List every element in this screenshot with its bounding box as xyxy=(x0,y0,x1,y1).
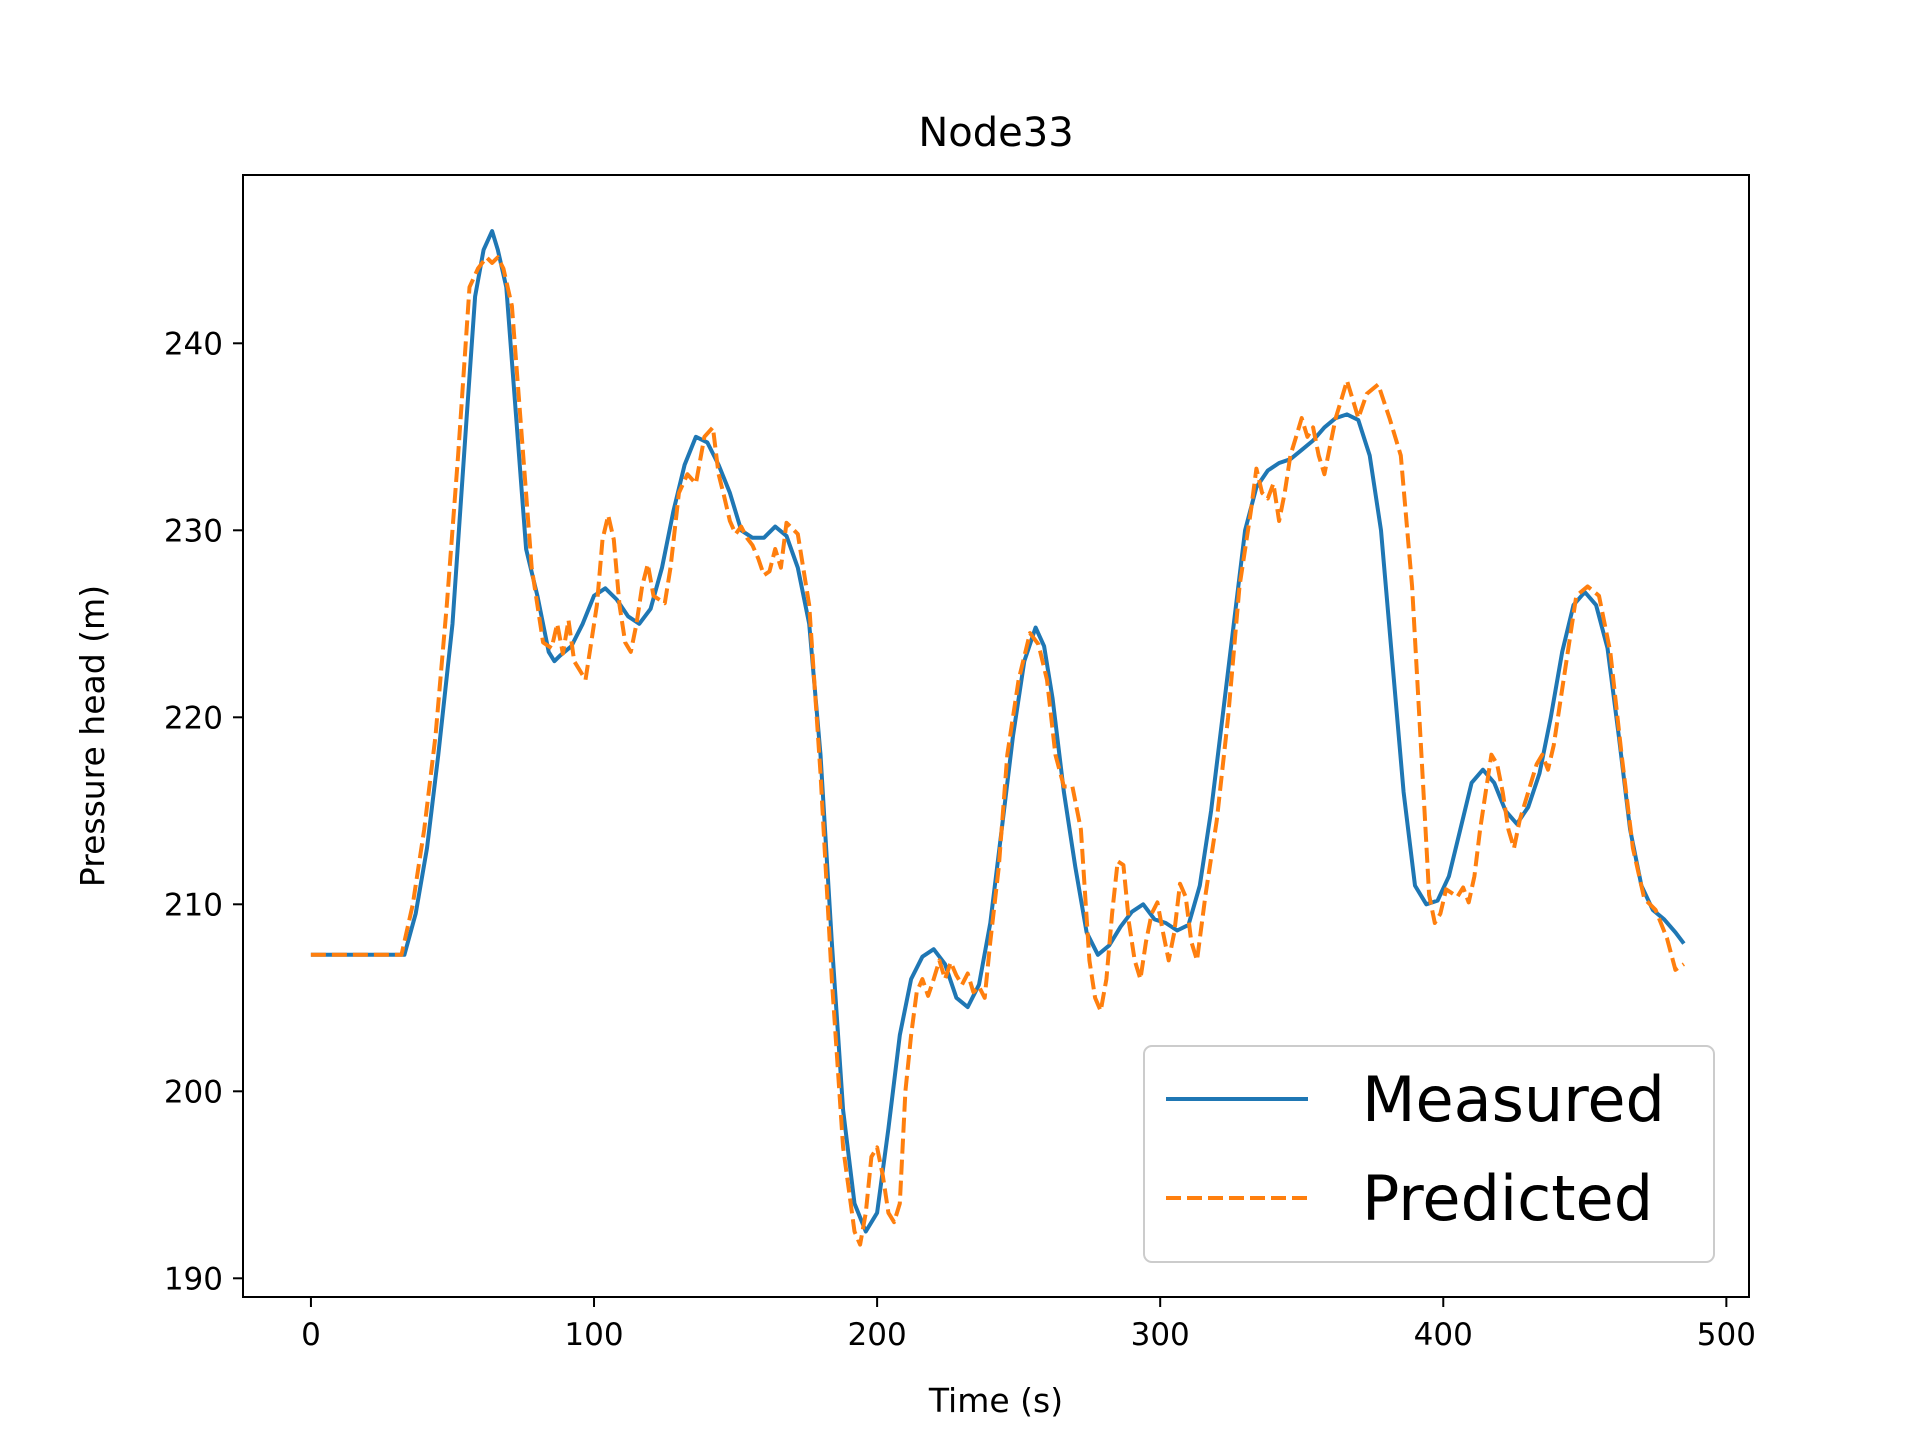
series-measured-line xyxy=(310,229,1686,1234)
x-axis-label: Time (s) xyxy=(928,1381,1063,1420)
plot-area xyxy=(310,229,1686,1247)
y-tick-label: 210 xyxy=(164,887,223,923)
x-tick-label: 300 xyxy=(1131,1317,1190,1353)
y-tick-label: 220 xyxy=(164,700,223,736)
legend: Measured Predicted xyxy=(1143,1045,1715,1263)
x-tick-label: 200 xyxy=(848,1317,907,1353)
plot-frame xyxy=(242,174,1750,1298)
y-tick-label: 240 xyxy=(164,326,223,362)
y-tick-label: 190 xyxy=(164,1261,223,1297)
y-tick-label: 230 xyxy=(164,513,223,549)
x-tick-label: 400 xyxy=(1414,1317,1473,1353)
x-tick-label: 500 xyxy=(1697,1317,1756,1353)
x-tick-label: 0 xyxy=(301,1317,321,1353)
legend-predicted-label: Predicted xyxy=(1362,1162,1653,1235)
axis-ticks: 0 100 200 300 400 500 190 200 210 220 230 240 xyxy=(164,326,1756,1353)
legend-measured-label: Measured xyxy=(1362,1063,1665,1136)
y-axis-label: Pressure head (m) xyxy=(73,585,112,887)
chart-title: Node33 xyxy=(918,110,1073,156)
y-tick-label: 200 xyxy=(164,1074,223,1110)
series-predicted-line xyxy=(310,255,1686,1247)
x-tick-label: 100 xyxy=(564,1317,623,1353)
